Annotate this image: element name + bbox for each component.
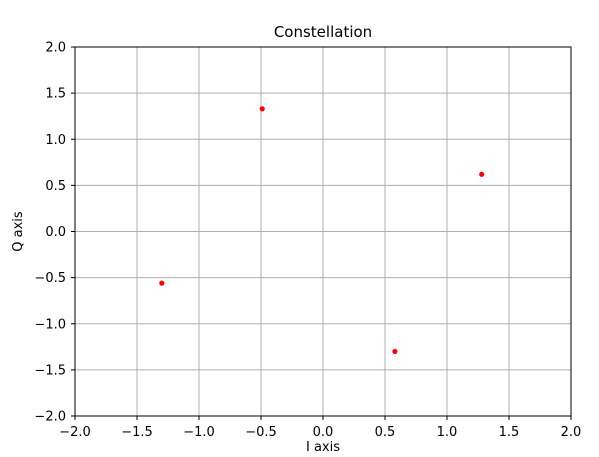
y-tick-label: 1.0 [45,133,66,148]
x-axis-ticks: −2.0 −1.5 −1.0 −0.5 0.0 0.5 1.0 1.5 2.0 [59,416,581,440]
x-tick-label: 1.5 [499,425,520,440]
y-tick-label: 0.5 [45,179,66,194]
constellation-point [392,348,398,355]
y-tick-label: −1.0 [34,317,66,332]
x-tick-label: −2.0 [59,425,91,440]
y-tick-label: 2.0 [45,41,66,56]
y-axis-label: Q axis [11,211,26,252]
y-tick-label: −1.5 [34,363,66,378]
x-tick-label: 1.0 [437,425,458,440]
x-tick-label: −1.5 [121,425,153,440]
y-tick-label: −2.0 [34,410,66,425]
y-tick-label: 1.5 [45,87,66,102]
y-tick-label: −0.5 [34,271,66,286]
constellation-point [479,171,485,177]
grid-lines [74,46,572,417]
constellation-point [159,280,165,286]
y-tick-label: 0.0 [45,225,66,240]
x-axis-label: I axis [306,440,340,453]
x-tick-label: −1.0 [183,425,215,440]
data-points [159,106,485,355]
x-tick-label: 0.5 [375,425,396,440]
constellation-point [259,106,265,112]
chart-title: Constellation [274,23,372,41]
x-tick-label: −0.5 [245,425,277,440]
x-tick-label: 2.0 [561,425,582,440]
y-axis-ticks: −2.0 −1.5 −1.0 −0.5 0.0 0.5 1.0 1.5 2.0 [34,41,75,425]
x-tick-label: 0.0 [313,425,334,440]
